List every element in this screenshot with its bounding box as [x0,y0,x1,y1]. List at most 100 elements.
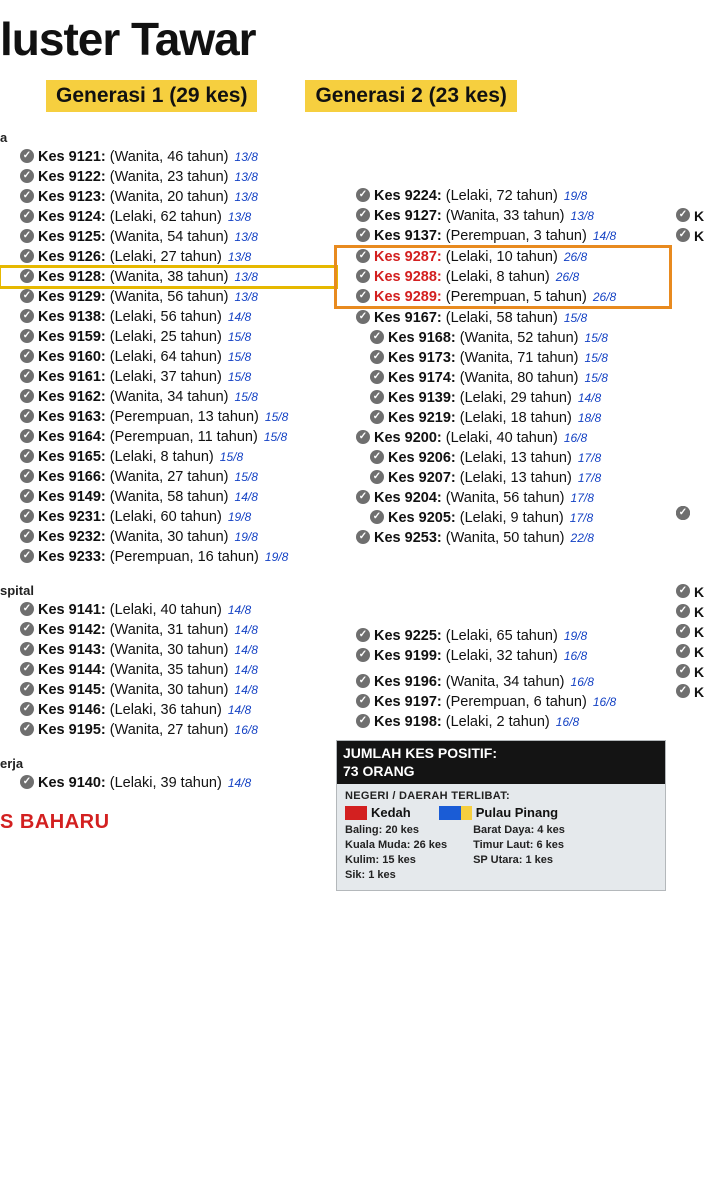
case-id: Kes 9206: [388,450,456,466]
check-icon [20,722,34,736]
check-icon [676,228,690,242]
check-icon [20,702,34,716]
check-icon [20,329,34,343]
case-detail: (Wanita, 33 tahun) [446,208,565,224]
case-row: Kes 9289: (Perempuan, 5 tahun) 26/8 [336,287,670,307]
case-list-c: Kes 9140: (Lelaki, 39 tahun) 14/8 [0,773,336,793]
check-icon [356,490,370,504]
case-detail: (Lelaki, 39 tahun) [110,775,222,791]
case-row: Kes 9162: (Wanita, 34 tahun) 15/8 [0,387,336,407]
flag-name: Kedah [371,805,411,820]
check-icon [20,209,34,223]
case-date: 15/8 [564,311,587,325]
check-icon [370,450,384,464]
case-date: 13/8 [235,150,258,164]
check-icon [20,269,34,283]
case-detail: (Wanita, 56 tahun) [110,289,229,305]
stub-text: K [694,584,704,600]
case-date: 15/8 [264,430,287,444]
check-icon [676,664,690,678]
stub-list-bot: KKKKKK [676,582,716,702]
case-id: Kes 9121: [38,149,106,165]
case-detail: (Wanita, 71 tahun) [460,350,579,366]
case-date: 26/8 [564,250,587,264]
check-icon [356,208,370,222]
section-a-label: a [0,130,336,145]
stat-item: Sik: 1 kes [345,868,447,883]
case-date: 15/8 [585,331,608,345]
check-icon [676,506,690,520]
stub-row: K [676,206,716,226]
case-detail: (Wanita, 20 tahun) [110,189,229,205]
case-id: Kes 9205: [388,510,456,526]
case-id: Kes 9207: [388,470,456,486]
case-detail: (Lelaki, 27 tahun) [110,249,222,265]
case-detail: (Wanita, 80 tahun) [460,370,579,386]
case-detail: (Perempuan, 11 tahun) [110,429,258,445]
case-detail: (Wanita, 30 tahun) [110,642,229,658]
case-id: Kes 9122: [38,169,106,185]
case-detail: (Lelaki, 32 tahun) [446,648,558,664]
case-row: Kes 9129: (Wanita, 56 tahun) 13/8 [0,287,336,307]
case-row: Kes 9122: (Wanita, 23 tahun) 13/8 [0,167,336,187]
case-date: 16/8 [593,695,616,709]
check-icon [20,389,34,403]
check-icon [676,644,690,658]
stub-text: K [694,624,704,640]
case-id: Kes 9161: [38,369,106,385]
case-row: Kes 9164: (Perempuan, 11 tahun) 15/8 [0,427,336,447]
case-detail: (Lelaki, 62 tahun) [110,209,222,225]
case-detail: (Wanita, 50 tahun) [446,530,565,546]
case-row: Kes 9143: (Wanita, 30 tahun) 14/8 [0,640,336,660]
case-detail: (Lelaki, 64 tahun) [110,349,222,365]
case-row: Kes 9123: (Wanita, 20 tahun) 13/8 [0,187,336,207]
case-row: Kes 9288: (Lelaki, 8 tahun) 26/8 [336,267,670,287]
case-detail: (Lelaki, 65 tahun) [446,628,558,644]
case-detail: (Wanita, 31 tahun) [110,622,229,638]
case-detail: (Wanita, 56 tahun) [446,490,565,506]
summary-header: JUMLAH KES POSITIF: 73 ORANG [337,741,665,784]
case-date: 19/8 [564,629,587,643]
case-id: Kes 9146: [38,702,106,718]
case-id: Kes 9199: [374,648,442,664]
case-row: Kes 9253: (Wanita, 50 tahun) 22/8 [336,528,676,548]
case-detail: (Perempuan, 5 tahun) [446,289,587,305]
check-icon [356,530,370,544]
case-id: Kes 9288: [374,269,442,285]
stub-row: K [676,602,716,622]
case-id: Kes 9140: [38,775,106,791]
summary-stats: Baling: 20 kesKuala Muda: 26 kesKulim: 1… [345,823,657,882]
case-date: 19/8 [564,189,587,203]
case-id: Kes 9163: [38,409,106,425]
check-icon [20,309,34,323]
case-date: 13/8 [235,190,258,204]
case-date: 14/8 [235,623,258,637]
check-icon [370,390,384,404]
case-row: Kes 9128: (Wanita, 38 tahun) 13/8 [0,267,336,287]
case-id: Kes 9253: [374,530,442,546]
check-icon [20,189,34,203]
check-icon [356,228,370,242]
case-list-highlight: Kes 9287: (Lelaki, 10 tahun) 26/8Kes 928… [336,247,670,307]
stat-item: Timur Laut: 6 kes [473,838,565,853]
case-id: Kes 9127: [374,208,442,224]
stub-row: K [676,642,716,662]
check-icon [356,648,370,662]
case-date: 16/8 [556,715,579,729]
case-id: Kes 9225: [374,628,442,644]
check-icon [356,714,370,728]
case-id: Kes 9173: [388,350,456,366]
case-row: Kes 9197: (Perempuan, 6 tahun) 16/8 [336,692,676,712]
case-date: 17/8 [571,491,594,505]
check-icon [676,624,690,638]
generation-headers: Generasi 1 (29 kes) Generasi 2 (23 kes) [0,80,715,112]
case-date: 13/8 [235,230,258,244]
summary-box: JUMLAH KES POSITIF: 73 ORANG NEGERI / DA… [336,740,666,891]
case-id: Kes 9200: [374,430,442,446]
case-id: Kes 9160: [38,349,106,365]
check-icon [370,370,384,384]
case-detail: (Lelaki, 9 tahun) [460,510,564,526]
case-id: Kes 9197: [374,694,442,710]
check-icon [370,350,384,364]
section-b-label: spital [0,583,336,598]
